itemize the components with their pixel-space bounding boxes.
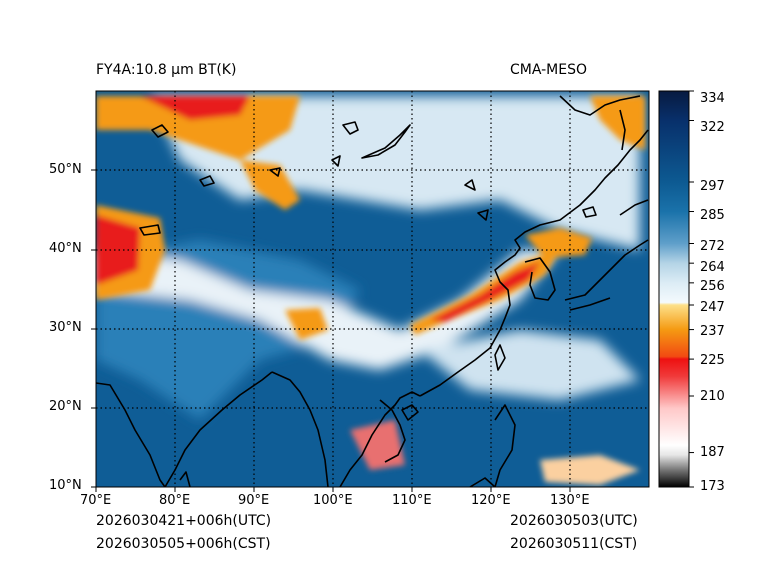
lat-label-50: 50°N: [49, 162, 82, 177]
colorbar-label-225: 225: [700, 353, 725, 368]
front-band-red: [430, 262, 540, 322]
west-cold-cloud-red: [96, 215, 140, 285]
mongolia-cold-cloud: [240, 160, 300, 210]
lat-label-20: 20°N: [49, 399, 82, 414]
caspian-region-lakes: [151, 121, 359, 187]
colorbar-label-187: 187: [700, 445, 725, 460]
lat-label-10: 10°N: [49, 478, 82, 493]
okhotsk-coast: [559, 95, 641, 116]
lon-label-80: 80°E: [159, 493, 191, 508]
colorbar-label-173: 173: [700, 479, 725, 494]
lon-label-90: 90°E: [238, 493, 270, 508]
indochina-cold-cloud: [350, 420, 405, 470]
lon-label-120: 120°E: [471, 493, 511, 508]
colorbar-label-247: 247: [700, 300, 725, 315]
title-left: FY4A:10.8 µm BT(K): [96, 62, 237, 78]
colorbar: [658, 90, 694, 488]
northeast-cold-cloud: [590, 96, 645, 150]
axis-ticks: [91, 169, 571, 492]
init-time-utc: 2026030421+006h(UTC): [96, 513, 272, 529]
colorbar-label-297: 297: [700, 179, 725, 194]
taiwan: [494, 344, 506, 371]
cold-cloud-tops: [96, 96, 645, 485]
colorbar-label-237: 237: [700, 324, 725, 339]
map-border: [95, 90, 650, 488]
philippines: [494, 404, 516, 487]
sri-lanka: [179, 471, 191, 487]
baikal: [361, 124, 411, 159]
japan-honshu: [564, 239, 649, 311]
lon-label-130: 130°E: [550, 493, 590, 508]
colorbar-label-264: 264: [700, 260, 725, 275]
lon-label-100: 100°E: [313, 493, 353, 508]
japan-hokkaido: [619, 199, 649, 216]
lon-label-110: 110°E: [392, 493, 432, 508]
sakhalin: [619, 109, 626, 151]
borneo-north: [469, 477, 496, 487]
bt-field: [96, 91, 649, 487]
china-coast: [419, 129, 649, 397]
sea-cold-cloud: [540, 455, 640, 485]
bay-of-bengal-coast: [271, 371, 329, 487]
colorbar-label-334: 334: [700, 91, 725, 106]
indochina-coast: [339, 391, 421, 487]
graticule: [96, 91, 649, 487]
colorbar-label-272: 272: [700, 239, 725, 254]
north-cold-cloud-red: [140, 96, 250, 120]
colorbar-label-210: 210: [700, 389, 725, 404]
lat-label-30: 30°N: [49, 320, 82, 335]
india-coastline: [96, 371, 273, 487]
korea-coast: [524, 257, 556, 301]
southeast-cloud: [420, 330, 640, 400]
colorbar-gradient: [659, 91, 689, 487]
colorbar-label-322: 322: [700, 120, 725, 135]
north-cold-cloud-orange: [96, 96, 300, 160]
colorbar-ticks: [689, 90, 694, 488]
colorbar-label-256: 256: [700, 279, 725, 294]
title-right: CMA-MESO: [510, 62, 588, 78]
central-cloud-band: [96, 250, 560, 370]
inland-lakes: [139, 179, 597, 236]
valid-time-utc: 2026030503(UTC): [510, 513, 638, 529]
colorbar-label-285: 285: [700, 208, 725, 223]
lat-label-40: 40°N: [49, 241, 82, 256]
colorbar-border: [658, 90, 690, 488]
init-time-cst: 2026030505+006h(CST): [96, 536, 271, 552]
lon-label-70: 70°E: [80, 493, 112, 508]
valid-time-cst: 2026030511(CST): [510, 536, 638, 552]
tibet-cold-cloud: [285, 308, 328, 340]
hainan: [401, 404, 419, 421]
